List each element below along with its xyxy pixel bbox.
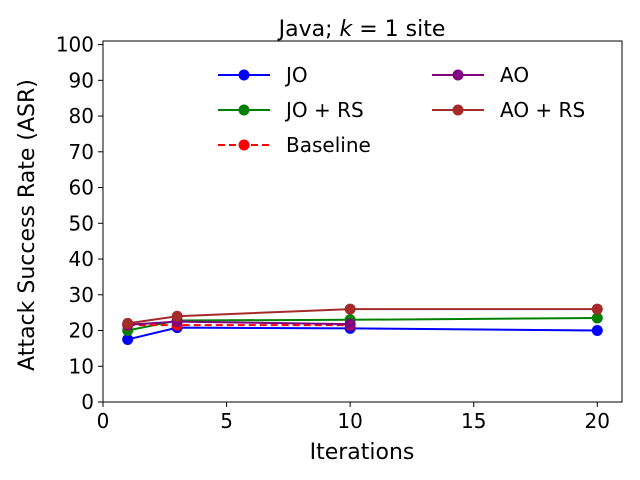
legend-label-ao-rs: AO + RS — [500, 98, 585, 122]
y-tick-label: 0 — [81, 390, 94, 414]
y-tick-label: 40 — [69, 247, 94, 271]
y-axis-label: Attack Success Rate (ASR) — [15, 79, 40, 371]
legend-marker-jo-rs — [238, 104, 250, 116]
y-tick-label: 20 — [69, 319, 94, 343]
x-axis-label: Iterations — [310, 440, 415, 465]
legend-marker-baseline — [238, 139, 250, 151]
legend-label-jo: JO — [284, 63, 308, 87]
legend: JO JO + RS Baseline AO AO + RS — [218, 63, 585, 157]
legend-marker-jo — [238, 69, 250, 81]
series-line-jo — [127, 326, 598, 341]
data-point-ao — [344, 318, 356, 330]
data-point-jo-rs — [591, 312, 603, 324]
plot-area: 0 5 10 15 20 0 10 20 30 40 50 60 70 80 90 100 — [56, 33, 623, 433]
x-tick-label: 20 — [585, 409, 610, 433]
y-tick-label: 90 — [69, 68, 94, 92]
data-point-jo — [591, 325, 603, 337]
y-tick-label: 50 — [69, 211, 94, 235]
y-tick-label: 10 — [69, 354, 94, 378]
data-point-jo — [122, 333, 134, 345]
legend-label-jo-rs: JO + RS — [284, 98, 364, 122]
legend-marker-ao-rs — [452, 104, 464, 116]
axes-frame — [102, 40, 623, 403]
legend-label-baseline: Baseline — [286, 133, 371, 157]
legend-label-ao: AO — [500, 63, 529, 87]
y-tick-label: 100 — [56, 33, 94, 57]
x-tick-label: 15 — [461, 409, 486, 433]
x-tick-label: 0 — [97, 409, 110, 433]
y-tick-label: 80 — [69, 104, 94, 128]
series-line-ao-rs — [127, 308, 598, 325]
y-tick-label: 60 — [69, 176, 94, 200]
data-point-ao-rs — [591, 303, 603, 315]
data-point-ao-rs — [122, 317, 134, 329]
y-tick-label: 30 — [69, 283, 94, 307]
data-point-ao-rs — [171, 310, 183, 322]
chart-title: Java; k = 1 site — [277, 17, 446, 42]
x-tick-label: 10 — [337, 409, 362, 433]
x-tick-label: 5 — [220, 409, 233, 433]
y-tick-label: 70 — [69, 140, 94, 164]
data-point-ao-rs — [344, 303, 356, 315]
legend-marker-ao — [452, 69, 464, 81]
